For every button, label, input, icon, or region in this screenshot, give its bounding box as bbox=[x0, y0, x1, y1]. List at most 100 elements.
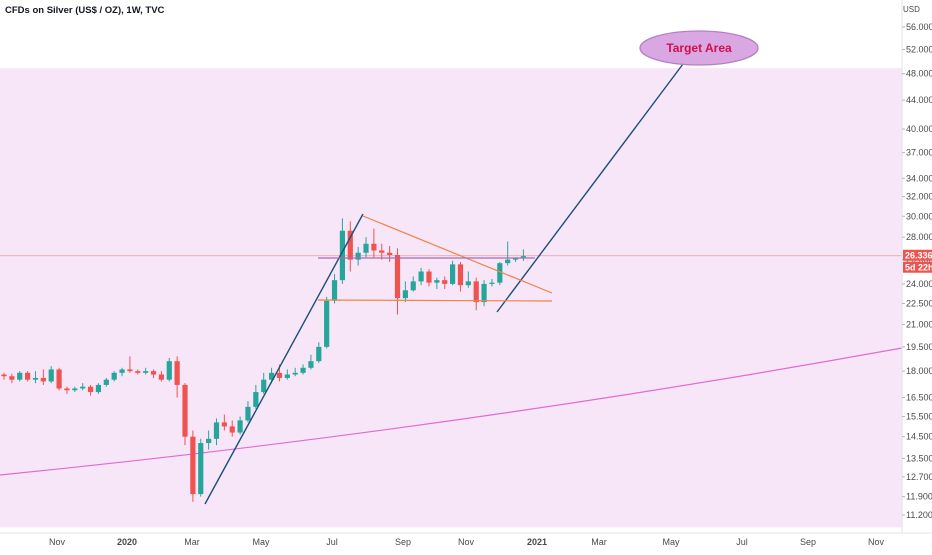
candle bbox=[316, 342, 322, 363]
x-tick-label: Sep bbox=[800, 537, 816, 547]
support-line[interactable] bbox=[317, 299, 553, 302]
y-tick-label: 37.000 bbox=[906, 148, 932, 158]
candle bbox=[292, 367, 298, 377]
candle bbox=[261, 372, 267, 394]
y-tick-label: 14.500 bbox=[906, 432, 932, 442]
candle bbox=[206, 430, 212, 450]
candle bbox=[347, 221, 353, 272]
candle bbox=[166, 357, 172, 382]
candle bbox=[17, 371, 23, 382]
y-tick-label: 40.000 bbox=[906, 124, 932, 134]
y-tick-label: 34.000 bbox=[906, 173, 932, 183]
candle bbox=[426, 269, 432, 287]
uptrend-line[interactable] bbox=[204, 213, 364, 505]
descending-resistance-line[interactable] bbox=[362, 215, 553, 294]
candle bbox=[363, 237, 369, 258]
candle bbox=[64, 386, 70, 394]
candle bbox=[237, 416, 243, 435]
y-tick-label: 48.000 bbox=[906, 69, 932, 79]
countdown-tag: 5d 22h bbox=[903, 261, 932, 273]
y-tick-label: 22.500 bbox=[906, 298, 932, 308]
candle bbox=[174, 356, 180, 398]
y-tick-label: 18.000 bbox=[906, 366, 932, 376]
drawings bbox=[204, 59, 687, 505]
candle bbox=[473, 277, 479, 311]
candle bbox=[150, 369, 157, 378]
candle bbox=[481, 280, 487, 307]
y-tick-label: 11.200 bbox=[906, 510, 932, 520]
candle bbox=[80, 383, 86, 391]
candle bbox=[324, 296, 330, 349]
x-tick-label: Nov bbox=[49, 537, 66, 547]
candle bbox=[182, 383, 188, 446]
candle bbox=[87, 384, 94, 396]
candles bbox=[1, 218, 527, 502]
candle bbox=[135, 369, 141, 375]
x-tick-label: Nov bbox=[458, 537, 475, 547]
candle bbox=[103, 377, 109, 387]
projection-line[interactable] bbox=[496, 59, 687, 313]
candle bbox=[143, 367, 149, 375]
candle bbox=[221, 414, 227, 431]
countdown-label: 5d 22h bbox=[905, 263, 932, 273]
candle bbox=[300, 364, 306, 375]
candle bbox=[56, 367, 62, 391]
candle bbox=[95, 383, 102, 394]
candle bbox=[402, 281, 408, 303]
y-tick-label: 16.500 bbox=[906, 393, 932, 403]
overlay-lines bbox=[0, 255, 903, 476]
x-tick-label: 2021 bbox=[527, 537, 547, 547]
y-axis[interactable]: 56.000 52.000 48.000 44.000 40.000 37.000 34.0… bbox=[902, 22, 932, 520]
candle bbox=[253, 384, 259, 409]
candle bbox=[119, 367, 125, 377]
last-price-tag: 26.336 bbox=[903, 249, 932, 261]
y-tick-label: 21.000 bbox=[906, 319, 932, 329]
candle bbox=[520, 249, 527, 261]
candle bbox=[190, 430, 196, 502]
target-area-ellipse[interactable] bbox=[639, 30, 759, 66]
y-tick-label: 32.000 bbox=[906, 192, 932, 202]
y-tick-label: 13.500 bbox=[906, 453, 932, 463]
chart-title: CFDs on Silver (US$ / OZ), 1W, TVC bbox=[5, 5, 165, 16]
candle bbox=[72, 386, 78, 393]
candle bbox=[497, 261, 503, 286]
long-term-trend-curve bbox=[0, 347, 903, 476]
x-tick-label: Nov bbox=[868, 537, 885, 547]
candle bbox=[387, 245, 393, 262]
x-axis[interactable]: Nov 2020 Mar May Jul Sep Nov 2021 Mar May Jul Sep No… bbox=[49, 537, 885, 547]
candle bbox=[355, 247, 361, 266]
y-tick-label: 15.500 bbox=[906, 411, 932, 421]
candle bbox=[308, 354, 314, 370]
x-tick-label: 2020 bbox=[117, 537, 137, 547]
candle bbox=[158, 371, 164, 382]
y-tick-label: 52.000 bbox=[906, 44, 932, 54]
y-tick-label: 24.000 bbox=[906, 279, 932, 289]
y-tick-label: 56.000 bbox=[906, 22, 932, 32]
x-tick-label: Mar bbox=[591, 537, 607, 547]
candle bbox=[371, 228, 377, 258]
x-tick-label: Mar bbox=[184, 537, 200, 547]
candle bbox=[418, 267, 424, 286]
candle bbox=[111, 371, 117, 382]
candle bbox=[379, 243, 385, 260]
candle bbox=[465, 271, 471, 288]
x-tick-label: May bbox=[662, 537, 680, 547]
candle bbox=[284, 369, 290, 380]
target-area[interactable]: Target Area bbox=[639, 30, 759, 66]
candle bbox=[9, 373, 15, 384]
candle bbox=[442, 276, 448, 290]
x-tick-label: Jul bbox=[326, 537, 338, 547]
candle bbox=[32, 371, 39, 384]
candle bbox=[410, 276, 416, 292]
target-area-label: Target Area bbox=[666, 41, 732, 55]
y-tick-label: 30.000 bbox=[906, 211, 932, 221]
x-tick-label: May bbox=[252, 537, 270, 547]
candle bbox=[394, 248, 401, 315]
y-tick-label: 12.700 bbox=[906, 472, 932, 482]
candle bbox=[229, 420, 235, 437]
x-tick-label: Jul bbox=[736, 537, 748, 547]
candle bbox=[489, 278, 495, 287]
candle bbox=[331, 273, 338, 304]
y-tick-label: 11.900 bbox=[906, 492, 932, 502]
y-tick-label: 19.500 bbox=[906, 342, 932, 352]
